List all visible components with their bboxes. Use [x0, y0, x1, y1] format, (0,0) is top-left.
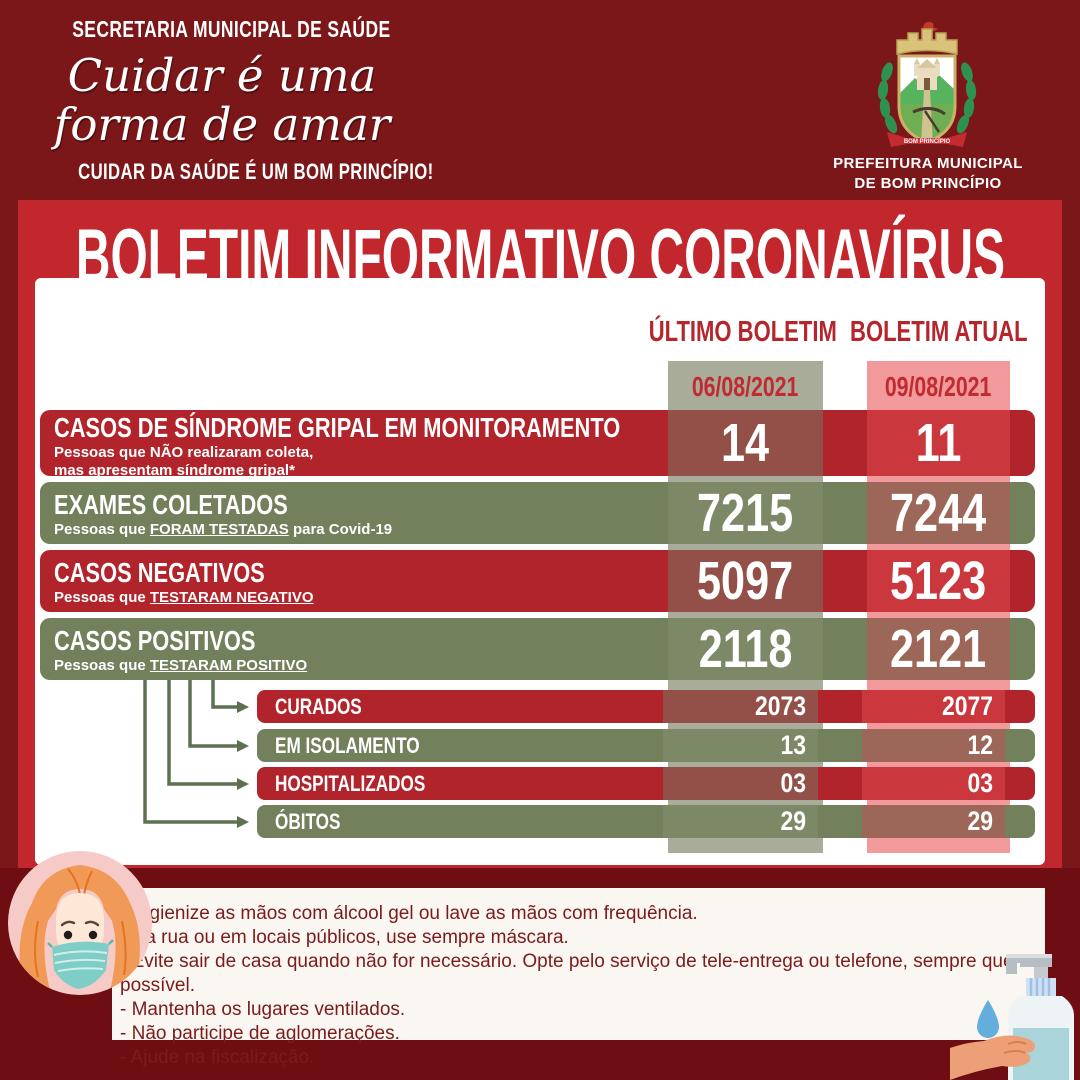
- tip-line: - Não participe de aglomerações.: [120, 1023, 400, 1044]
- stat-subrow-curados: 2073 2077 CURADOS: [257, 690, 1035, 723]
- value-cell-ultimo: 13: [663, 729, 818, 762]
- value-cell-atual: 29: [862, 805, 1005, 838]
- row-title: EXAMES COLETADOS: [54, 489, 288, 520]
- stat-subrow-obitos: 29 29 ÓBITOS: [257, 805, 1035, 838]
- date-chip-ultimo: 06/08/2021: [692, 371, 799, 402]
- stat-row-sindrome-gripal: 14 11 CASOS DE SÍNDROME GRIPAL EM MONITO…: [40, 410, 1035, 479]
- value-cell-ultimo: 29: [663, 805, 818, 838]
- city-crest-icon: BOM PRINCÍPIO: [877, 21, 977, 147]
- value-cell-atual: 03: [862, 767, 1005, 800]
- value-cell-atual: 12: [862, 729, 1005, 762]
- date-chip-atual: 09/08/2021: [885, 371, 992, 402]
- value-cell-ultimo: 2118: [668, 618, 823, 680]
- row-subtitle: Pessoas que FORAM TESTADAS para Covid-19: [54, 521, 393, 538]
- prefecture-name-line2: DE BOM PRINCÍPIO: [854, 175, 1002, 192]
- column-header-ultimo: ÚLTIMO BOLETIM: [648, 315, 838, 348]
- row-title: CASOS NEGATIVOS: [54, 557, 265, 588]
- column-header-atual: BOLETIM ATUAL: [850, 315, 1028, 348]
- tip-line: - Mantenha os lugares ventilados.: [120, 999, 406, 1020]
- sanitizer-hand-icon: [950, 954, 1074, 1080]
- tip-line: - Na rua ou em locais públicos, use semp…: [120, 927, 569, 948]
- stat-row-casos-negativos: 5097 5123 CASOS NEGATIVOS Pessoas que TE…: [40, 550, 1035, 612]
- value-cell-atual: 2121: [867, 618, 1010, 680]
- stat-subrow-em-isolamento: 13 12 EM ISOLAMENTO: [257, 729, 1035, 762]
- row-subtitle: Pessoas que TESTARAM POSITIVO: [54, 657, 308, 674]
- row-text: CASOS POSITIVOS Pessoas que TESTARAM POS…: [54, 618, 665, 675]
- row-text: EXAMES COLETADOS Pessoas que FORAM TESTA…: [54, 482, 665, 539]
- value-cell-atual: 7244: [867, 482, 1010, 544]
- crest-ribbon-text: BOM PRINCÍPIO: [904, 137, 951, 145]
- value-cell-ultimo: 5097: [668, 550, 823, 612]
- bulletin-table-panel: ÚLTIMO BOLETIM BOLETIM ATUAL 06/08/2021 …: [35, 278, 1045, 865]
- slogan-text: CUIDAR DA SAÚDE É UM BOM PRINCÍPIO!: [78, 159, 434, 184]
- value-cell-atual: 2077: [862, 690, 1005, 723]
- tip-line: - Evite sair de casa quando não for nece…: [120, 951, 1014, 996]
- tip-line: - Ajude na fiscalização.: [120, 1047, 315, 1068]
- row-text: CASOS DE SÍNDROME GRIPAL EM MONITORAMENT…: [54, 410, 665, 480]
- bottom-section: - Higienize as mãos com álcool gel ou la…: [0, 868, 1080, 1080]
- subrow-label: HOSPITALIZADOS: [275, 770, 426, 796]
- value-cell-ultimo: 7215: [668, 482, 823, 544]
- tree-connectors-icon: [143, 680, 249, 828]
- value-cell-ultimo: 03: [663, 767, 818, 800]
- row-title: CASOS POSITIVOS: [54, 625, 256, 656]
- tips-panel: - Higienize as mãos com álcool gel ou la…: [112, 888, 1045, 1068]
- value-cell-atual: 11: [867, 410, 1010, 476]
- value-cell-ultimo: 14: [668, 410, 823, 476]
- masked-woman-icon: [8, 851, 152, 995]
- script-tagline-line1: Cuidar é uma: [67, 49, 377, 102]
- row-subtitle: Pessoas que NÃO realizaram coleta, mas a…: [54, 444, 314, 479]
- stat-subrow-hospitalizados: 03 03 HOSPITALIZADOS: [257, 767, 1035, 800]
- subrow-label: EM ISOLAMENTO: [275, 732, 420, 758]
- header-left-block: SECRETARIA MUNICIPAL DE SAÚDE Cuidar é u…: [22, 16, 434, 185]
- stat-row-exames-coletados: 7215 7244 EXAMES COLETADOS Pessoas que F…: [40, 482, 1035, 544]
- stat-row-casos-positivos: 2118 2121 CASOS POSITIVOS Pessoas que TE…: [40, 618, 1035, 680]
- subrow-label: ÓBITOS: [275, 808, 341, 834]
- value-cell-ultimo: 2073: [663, 690, 818, 723]
- prefecture-name: PREFEITURA MUNICIPAL DE BOM PRINCÍPIO: [828, 154, 1028, 194]
- subrow-label: CURADOS: [275, 693, 362, 719]
- script-tagline-line2: forma de amar: [53, 98, 391, 151]
- tips-list: - Higienize as mãos com álcool gel ou la…: [112, 888, 1045, 1070]
- row-text: CASOS NEGATIVOS Pessoas que TESTARAM NEG…: [54, 550, 665, 607]
- row-title: CASOS DE SÍNDROME GRIPAL EM MONITORAMENT…: [54, 412, 621, 443]
- script-tagline: Cuidar é uma forma de amar: [22, 51, 422, 149]
- tip-line: - Higienize as mãos com álcool gel ou la…: [120, 903, 698, 924]
- row-subtitle: Pessoas que TESTARAM NEGATIVO: [54, 589, 314, 606]
- secretariat-title: SECRETARIA MUNICIPAL DE SAÚDE: [72, 16, 391, 42]
- prefecture-name-line1: PREFEITURA MUNICIPAL: [833, 155, 1023, 172]
- value-cell-atual: 5123: [867, 550, 1010, 612]
